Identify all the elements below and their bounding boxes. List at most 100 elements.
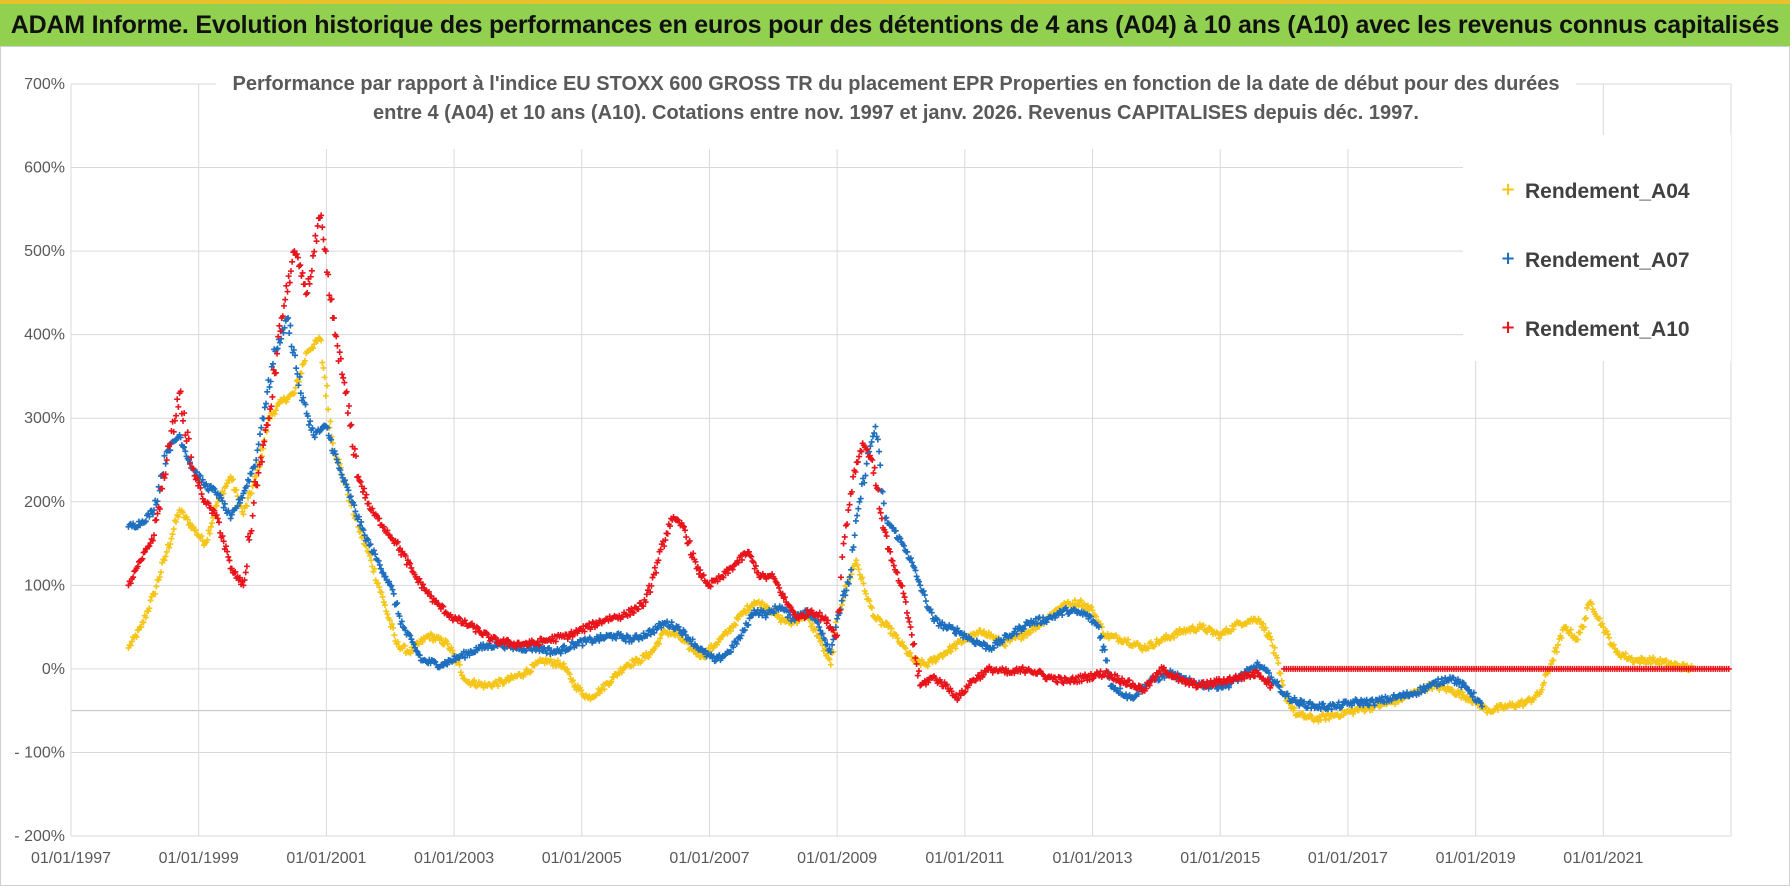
- data-point: [1627, 655, 1634, 662]
- data-point: [375, 580, 382, 587]
- data-point: [206, 530, 213, 537]
- data-point: [311, 341, 318, 348]
- data-point: [210, 484, 217, 491]
- data-point: [386, 578, 393, 585]
- data-point: [878, 487, 885, 494]
- data-point: [573, 642, 580, 649]
- data-point: [225, 553, 232, 560]
- data-point: [142, 614, 149, 621]
- data-point: [1278, 677, 1285, 684]
- data-point: [873, 433, 880, 440]
- x-tick-label: 01/01/2009: [797, 850, 877, 867]
- data-point: [224, 480, 231, 487]
- data-point: [228, 511, 235, 518]
- data-point: [199, 476, 206, 483]
- data-point: [372, 551, 379, 558]
- data-point: [683, 534, 690, 541]
- data-point: [608, 678, 615, 685]
- data-point: [148, 507, 155, 514]
- data-point: [1622, 650, 1629, 657]
- data-point: [184, 516, 191, 523]
- data-point: [271, 410, 278, 417]
- data-point: [261, 404, 268, 411]
- data-point: [320, 364, 327, 371]
- data-point: [162, 460, 169, 467]
- data-point: [181, 444, 188, 451]
- data-point: [426, 635, 433, 642]
- data-point: [842, 583, 849, 590]
- x-tick-label: 01/01/2017: [1308, 850, 1388, 867]
- data-point: [320, 236, 327, 243]
- data-point: [724, 630, 731, 637]
- data-point: [874, 436, 881, 443]
- data-point: [236, 499, 243, 506]
- data-point: [1310, 717, 1317, 724]
- data-point: [611, 634, 618, 641]
- data-point: [186, 520, 193, 527]
- data-point: [570, 640, 577, 647]
- data-point: [348, 421, 355, 428]
- y-tick-label: 500%: [24, 243, 65, 260]
- data-point: [390, 624, 397, 631]
- x-tick-label: 01/01/2005: [542, 850, 622, 867]
- data-point: [1116, 635, 1123, 642]
- data-point: [1494, 707, 1501, 713]
- x-tick-label: 01/01/2007: [669, 850, 749, 867]
- data-point: [459, 672, 466, 679]
- data-point: [841, 533, 848, 540]
- data-point: [566, 671, 573, 678]
- data-point: [1588, 601, 1595, 608]
- data-point: [388, 582, 395, 589]
- data-point: [909, 559, 916, 566]
- data-point: [559, 643, 566, 650]
- data-point: [376, 584, 383, 591]
- data-point: [608, 631, 615, 638]
- data-point: [1035, 615, 1042, 622]
- data-point: [293, 365, 300, 372]
- data-point: [1322, 716, 1329, 723]
- data-point: [254, 447, 261, 454]
- data-point: [834, 615, 841, 622]
- data-point: [893, 632, 900, 639]
- data-point: [216, 519, 223, 526]
- series-rendement_a10_flat: [1281, 665, 1732, 672]
- data-point: [857, 495, 864, 502]
- chart-title-line-1: Performance par rapport à l'indice EU ST…: [233, 73, 1560, 95]
- data-point: [182, 448, 189, 455]
- data-point: [461, 654, 468, 661]
- data-point: [908, 631, 915, 638]
- data-point: [1299, 710, 1306, 717]
- data-point: [251, 473, 258, 480]
- data-point: [551, 658, 558, 665]
- data-point: [386, 617, 393, 624]
- data-point: [826, 656, 833, 663]
- data-point: [1020, 625, 1027, 632]
- data-point: [698, 645, 705, 652]
- data-point: [334, 459, 341, 466]
- data-point: [1573, 636, 1580, 643]
- data-point: [466, 652, 473, 659]
- data-point: [204, 536, 211, 543]
- data-point: [341, 379, 348, 386]
- data-point: [762, 614, 769, 621]
- data-point: [838, 597, 845, 604]
- data-point: [396, 613, 403, 620]
- x-tick-label: 01/01/2021: [1563, 850, 1643, 867]
- data-point: [560, 660, 567, 667]
- data-point: [912, 567, 919, 574]
- data-point: [346, 494, 353, 501]
- data-point: [1268, 636, 1275, 643]
- data-point: [410, 641, 417, 648]
- data-point: [130, 520, 137, 527]
- x-tick-label: 01/01/1999: [159, 850, 239, 867]
- data-point: [902, 645, 909, 652]
- data-point: [276, 399, 283, 406]
- data-point: [538, 658, 545, 665]
- data-point: [343, 481, 350, 488]
- data-point: [287, 322, 294, 329]
- data-point: [177, 434, 184, 441]
- y-tick-label: 600%: [24, 160, 65, 177]
- data-point: [638, 634, 645, 641]
- data-point: [145, 608, 152, 615]
- data-point: [745, 621, 752, 628]
